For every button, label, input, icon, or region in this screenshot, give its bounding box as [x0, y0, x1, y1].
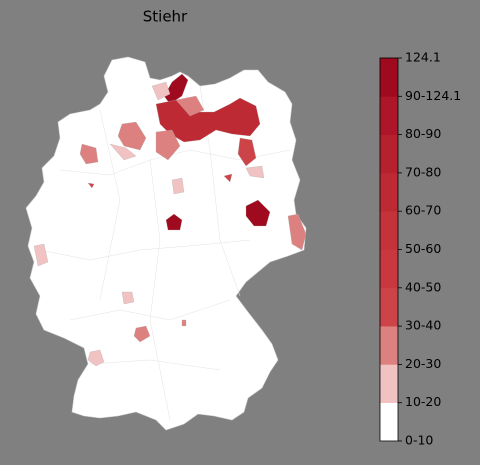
- district: [237, 137, 257, 167]
- district: [171, 177, 185, 195]
- colorbar-label: 90-124.1: [405, 88, 461, 103]
- district: [151, 81, 171, 101]
- district: [121, 291, 135, 305]
- colorbar-band: [380, 134, 398, 174]
- colorbar-band: [380, 58, 398, 97]
- district: [165, 213, 183, 231]
- district: [245, 199, 271, 227]
- district: [175, 95, 205, 117]
- district: [287, 213, 307, 251]
- district: [87, 349, 105, 367]
- colorbar-label: 0-10: [405, 433, 433, 448]
- colorbar-label: 30-40: [405, 318, 441, 333]
- colorbar-band: [380, 172, 398, 212]
- district: [181, 319, 187, 327]
- district: [155, 97, 261, 143]
- colorbar-label: 124.1: [405, 50, 441, 65]
- district: [155, 129, 181, 161]
- map-title: Stiehr: [143, 8, 188, 26]
- colorbar-label: 60-70: [405, 203, 441, 218]
- colorbar-band: [380, 402, 398, 442]
- colorbar-label: 20-30: [405, 356, 441, 371]
- colorbar-band: [380, 249, 398, 289]
- district: [33, 243, 49, 267]
- highlighted-districts: [33, 73, 307, 367]
- district: [87, 182, 95, 189]
- colorbar-label: 10-20: [405, 394, 441, 409]
- colorbar-band: [380, 96, 398, 135]
- colorbar-label: 40-50: [405, 279, 441, 294]
- district: [245, 165, 265, 179]
- colorbar-band: [380, 364, 398, 403]
- district: [79, 143, 99, 165]
- germany-map: [25, 56, 307, 431]
- colorbar-band: [380, 287, 398, 327]
- district: [133, 325, 151, 343]
- colorbar-band: [380, 211, 398, 250]
- colorbar: 0-10 10-20 20-30 30-40 40-50 50-60 60-70 70-80 8…: [379, 50, 461, 448]
- colorbar-label: 70-80: [405, 164, 441, 179]
- district: [109, 143, 137, 161]
- district: [223, 173, 233, 183]
- colorbar-band: [380, 326, 398, 365]
- district: [117, 121, 147, 151]
- colorbar-label: 80-90: [405, 126, 441, 141]
- colorbar-label: 50-60: [405, 241, 441, 256]
